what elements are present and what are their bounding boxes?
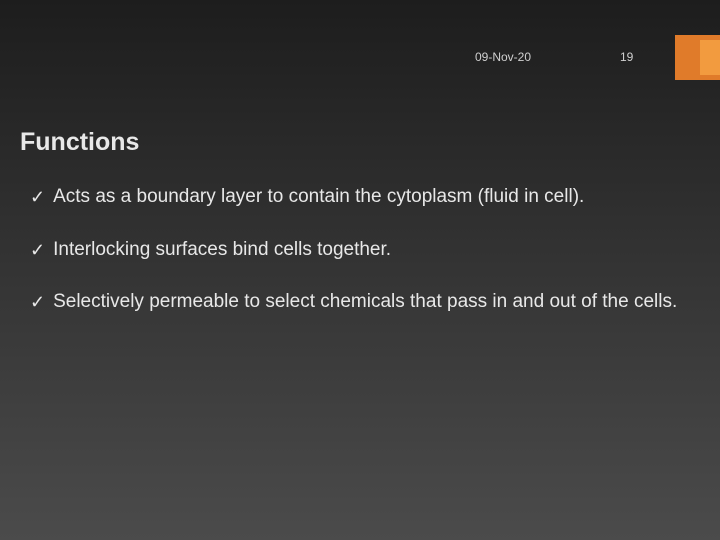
- slide: 09-Nov-20 19 Functions ✓ Acts as a bound…: [0, 0, 720, 540]
- list-item-text: Interlocking surfaces bind cells togethe…: [53, 238, 690, 263]
- bullet-list: ✓ Acts as a boundary layer to contain th…: [30, 185, 690, 343]
- date-text: 09-Nov-20: [475, 50, 531, 64]
- list-item-text: Selectively permeable to select chemical…: [53, 290, 690, 315]
- list-item: ✓ Interlocking surfaces bind cells toget…: [30, 238, 690, 263]
- list-item: ✓ Acts as a boundary layer to contain th…: [30, 185, 690, 210]
- slide-title: Functions: [20, 128, 139, 157]
- page-number: 19: [620, 50, 633, 64]
- list-item-text: Acts as a boundary layer to contain the …: [53, 185, 690, 210]
- checkmark-icon: ✓: [30, 290, 45, 314]
- checkmark-icon: ✓: [30, 238, 45, 262]
- list-item: ✓ Selectively permeable to select chemic…: [30, 290, 690, 315]
- checkmark-icon: ✓: [30, 185, 45, 209]
- accent-block-inner: [700, 40, 720, 75]
- header-bar: 09-Nov-20 19: [0, 0, 720, 80]
